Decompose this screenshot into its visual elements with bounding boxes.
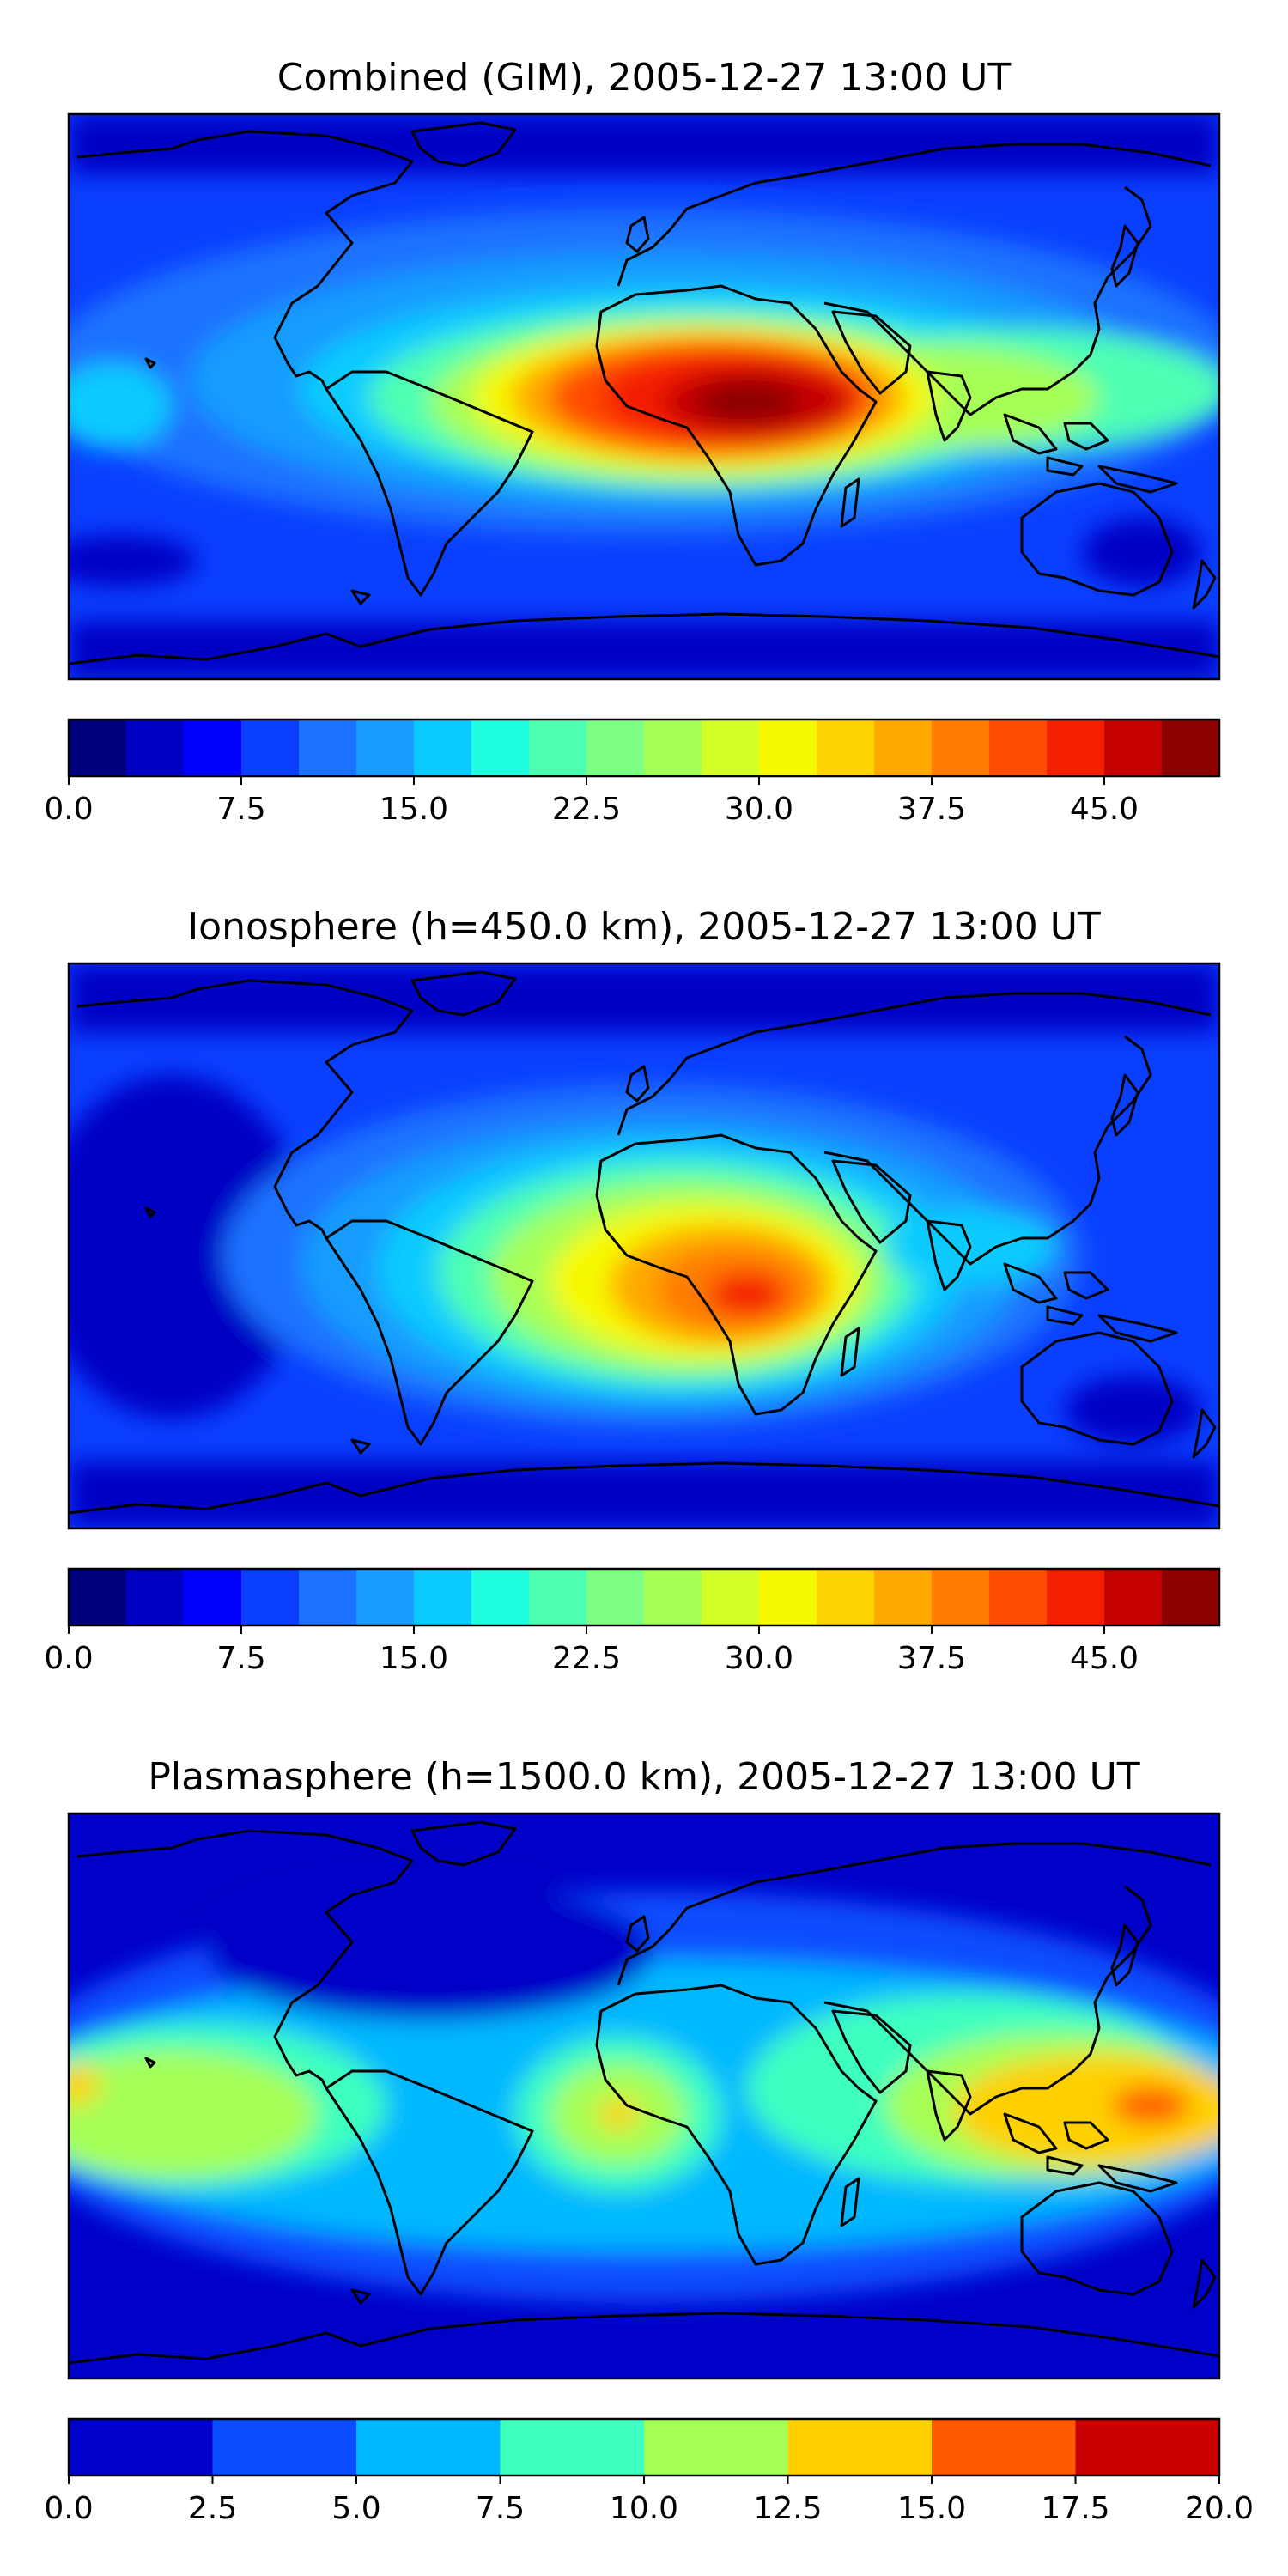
colorbar-tick-label: 37.5 bbox=[897, 1641, 966, 1676]
colorbar-segment bbox=[1162, 720, 1220, 776]
colorbar-tick-label: 5.0 bbox=[331, 2491, 380, 2526]
colorbar-segment bbox=[1162, 1569, 1220, 1625]
colorbar-tick-label: 30.0 bbox=[725, 792, 793, 827]
colorbar-segment bbox=[644, 1569, 702, 1625]
panel-combined: Combined (GIM), 2005-12-27 13:00 UT bbox=[44, 56, 1221, 827]
colorbar-segment bbox=[241, 720, 300, 776]
colorbar-tick-label: 10.0 bbox=[610, 2491, 678, 2526]
colorbar-tick-label: 0.0 bbox=[44, 2491, 93, 2526]
colorbar-segment bbox=[356, 720, 415, 776]
panel-title: Plasmasphere (h=1500.0 km), 2005-12-27 1… bbox=[148, 1755, 1139, 1799]
colorbar-tick-label: 2.5 bbox=[188, 2491, 237, 2526]
colorbar-tick-label: 7.5 bbox=[476, 2491, 525, 2526]
colorbar-segment bbox=[1104, 1569, 1163, 1625]
colorbar-tick-label: 45.0 bbox=[1070, 792, 1139, 827]
colorbar-segment bbox=[184, 720, 242, 776]
colorbar-tick-label: 22.5 bbox=[552, 1641, 621, 1676]
colorbar-segment bbox=[817, 720, 875, 776]
colorbar-segment bbox=[817, 1569, 875, 1625]
colorbar-segment bbox=[644, 2419, 788, 2476]
colorbar-segment bbox=[874, 1569, 933, 1625]
colorbar-segment bbox=[1075, 2419, 1220, 2476]
colorbar-segment bbox=[299, 720, 357, 776]
colorbar-segment bbox=[184, 1569, 242, 1625]
colorbar-tick-label: 22.5 bbox=[552, 792, 621, 827]
map-frame bbox=[67, 1812, 1221, 2380]
colorbar-segment bbox=[69, 2419, 213, 2476]
colorbar-segment bbox=[241, 1569, 300, 1625]
colorbar-tick-label: 37.5 bbox=[897, 792, 966, 827]
colorbar-tick-label: 17.5 bbox=[1041, 2491, 1109, 2526]
map-field bbox=[69, 963, 1219, 1528]
colorbar-tick-label: 15.0 bbox=[380, 792, 448, 827]
colorbar-segment bbox=[69, 720, 127, 776]
colorbar-segment bbox=[299, 1569, 357, 1625]
map-frame bbox=[67, 962, 1221, 1530]
colorbar-segment bbox=[356, 2419, 501, 2476]
colorbar-tick-label: 7.5 bbox=[216, 1641, 265, 1676]
panel-title: Combined (GIM), 2005-12-27 13:00 UT bbox=[277, 56, 1012, 100]
colorbar-segment bbox=[702, 720, 760, 776]
colorbar-segment bbox=[529, 1569, 587, 1625]
colorbar-tick-label: 15.0 bbox=[380, 1641, 448, 1676]
colorbar-segment bbox=[586, 720, 645, 776]
colorbar-segment bbox=[529, 720, 587, 776]
colorbar-segment bbox=[759, 720, 817, 776]
colorbar-tick-label: 0.0 bbox=[44, 1641, 93, 1676]
colorbar-segment bbox=[989, 720, 1048, 776]
colorbar-segment bbox=[356, 1569, 415, 1625]
colorbar-segment bbox=[932, 720, 990, 776]
colorbar-frame bbox=[67, 718, 1221, 778]
colorbar-tick-label: 0.0 bbox=[44, 792, 93, 827]
colorbar-segment bbox=[644, 720, 702, 776]
panel-plasmasphere: Plasmasphere (h=1500.0 km), 2005-12-27 1… bbox=[44, 1755, 1254, 2526]
colorbar-segment bbox=[471, 720, 530, 776]
colorbar-tick-label: 30.0 bbox=[725, 1641, 793, 1676]
colorbar-segment bbox=[471, 1569, 530, 1625]
colorbar-segment bbox=[126, 1569, 185, 1625]
colorbar: 0.0 7.5 15.0 22.5 30.0 37.5 45.0 bbox=[44, 1567, 1221, 1676]
colorbar-segment bbox=[1047, 1569, 1105, 1625]
colorbar-segment bbox=[989, 1569, 1048, 1625]
colorbar-segment bbox=[702, 1569, 760, 1625]
map-field bbox=[69, 1814, 1219, 2379]
colorbar-segment bbox=[1047, 720, 1105, 776]
map-field bbox=[69, 114, 1219, 679]
colorbar-segment bbox=[212, 2419, 357, 2476]
colorbar-tick-label: 7.5 bbox=[216, 792, 265, 827]
colorbar-segment bbox=[874, 720, 933, 776]
colorbar-segment bbox=[1104, 720, 1163, 776]
colorbar-segment bbox=[787, 2419, 933, 2476]
colorbar-tick-label: 20.0 bbox=[1185, 2491, 1254, 2526]
colorbar: 0.0 2.5 5.0 7.5 10.0 12.5 15.0 17.5 20.0 bbox=[44, 2417, 1254, 2526]
colorbar-tick-label: 15.0 bbox=[897, 2491, 966, 2526]
colorbar-segment bbox=[500, 2419, 645, 2476]
colorbar-tick-label: 12.5 bbox=[753, 2491, 822, 2526]
colorbar-segment bbox=[586, 1569, 645, 1625]
panel-title: Ionosphere (h=450.0 km), 2005-12-27 13:0… bbox=[187, 905, 1101, 949]
colorbar: 0.0 7.5 15.0 22.5 30.0 37.5 45.0 bbox=[44, 718, 1221, 827]
colorbar-segment bbox=[414, 720, 472, 776]
colorbar-tick-label: 45.0 bbox=[1070, 1641, 1139, 1676]
colorbar-frame bbox=[67, 1567, 1221, 1627]
colorbar-segment bbox=[69, 1569, 127, 1625]
colorbar-segment bbox=[414, 1569, 472, 1625]
panel-ionosphere: Ionosphere (h=450.0 km), 2005-12-27 13:0… bbox=[44, 905, 1221, 1676]
colorbar-segment bbox=[126, 720, 185, 776]
colorbar-segment bbox=[759, 1569, 817, 1625]
map-frame bbox=[67, 112, 1221, 681]
colorbar-segment bbox=[932, 2419, 1076, 2476]
colorbar-segment bbox=[932, 1569, 990, 1625]
